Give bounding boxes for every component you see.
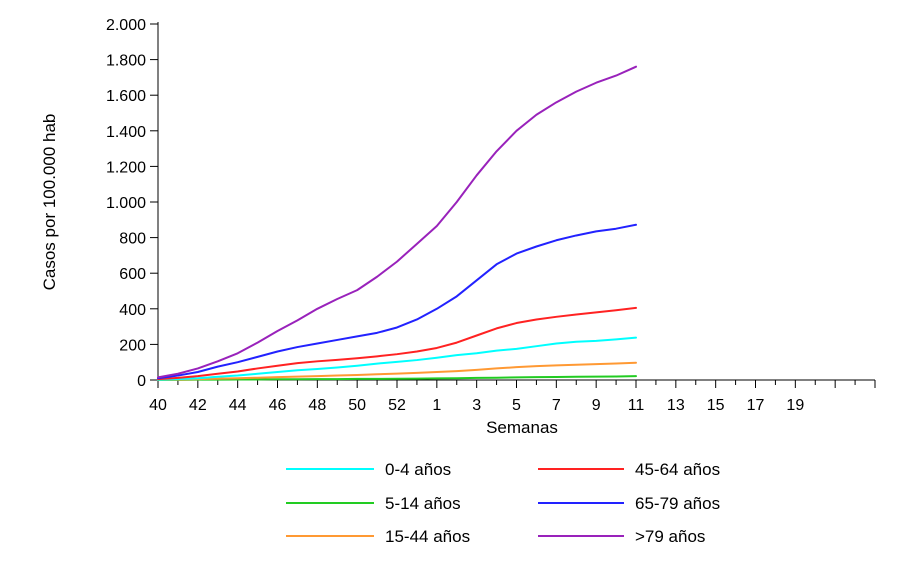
x-tick-label: 48 bbox=[308, 397, 326, 414]
legend-item: 45-64 años bbox=[538, 460, 720, 479]
x-tick-label: 15 bbox=[707, 397, 725, 414]
x-tick-label: 52 bbox=[388, 397, 406, 414]
legend-item: 0-4 años bbox=[286, 460, 451, 479]
series-line bbox=[157, 361, 637, 381]
series-line bbox=[157, 336, 637, 381]
y-tick-label: 2.000 bbox=[106, 17, 146, 34]
y-tick-label: 1.600 bbox=[106, 88, 146, 105]
legend-label: 65-79 años bbox=[635, 494, 720, 513]
x-axis-title: Semanas bbox=[486, 418, 558, 437]
x-tick-label: 40 bbox=[149, 397, 167, 414]
legend: 0-4 años 5-14 años 15-44 años 45-64 años 65-… bbox=[286, 460, 720, 546]
y-tick-label: 1.400 bbox=[106, 124, 146, 141]
y-axis-title: Casos por 100.000 hab bbox=[40, 114, 59, 291]
x-tick-label: 13 bbox=[667, 397, 685, 414]
legend-label: 0-4 años bbox=[385, 460, 451, 479]
y-tick-label: 1.000 bbox=[106, 195, 146, 212]
x-tick-label: 7 bbox=[552, 397, 561, 414]
legend-item: 15-44 años bbox=[286, 527, 470, 546]
y-tick-label: 200 bbox=[119, 337, 146, 354]
legend-label: 5-14 años bbox=[385, 494, 461, 513]
legend-item: >79 años bbox=[538, 527, 705, 546]
y-tick-label: 1.800 bbox=[106, 53, 146, 70]
x-tick-label: 46 bbox=[269, 397, 287, 414]
x-tick-label: 42 bbox=[189, 397, 207, 414]
x-tick-label: 44 bbox=[229, 397, 247, 414]
legend-label: 15-44 años bbox=[385, 527, 470, 546]
y-tick-label: 600 bbox=[119, 266, 146, 283]
series-line bbox=[157, 306, 637, 381]
legend-label: 45-64 años bbox=[635, 460, 720, 479]
legend-item: 5-14 años bbox=[286, 494, 461, 513]
x-tick-label: 11 bbox=[628, 397, 645, 414]
x-tick-label: 19 bbox=[786, 397, 804, 414]
y-tick-label: 800 bbox=[119, 231, 146, 248]
y-tick-label: 400 bbox=[119, 302, 146, 319]
x-tick-label: 3 bbox=[472, 397, 481, 414]
series-line bbox=[157, 375, 637, 381]
x-tick-label: 50 bbox=[348, 397, 366, 414]
series-line bbox=[157, 65, 637, 379]
y-tick-label: 0 bbox=[137, 373, 146, 390]
series-line bbox=[157, 223, 637, 380]
y-tick-label: 1.200 bbox=[106, 159, 146, 176]
legend-label: >79 años bbox=[635, 527, 705, 546]
axes: 0 200 400 600 800 1.000 1.200 1.400 1.600 1.800 2.… bbox=[106, 17, 876, 414]
legend-item: 65-79 años bbox=[538, 494, 720, 513]
x-tick-label: 9 bbox=[592, 397, 601, 414]
series-lines bbox=[157, 65, 637, 381]
x-tick-label: 1 bbox=[432, 397, 441, 414]
x-tick-label: 17 bbox=[747, 397, 765, 414]
x-tick-label: 5 bbox=[512, 397, 521, 414]
